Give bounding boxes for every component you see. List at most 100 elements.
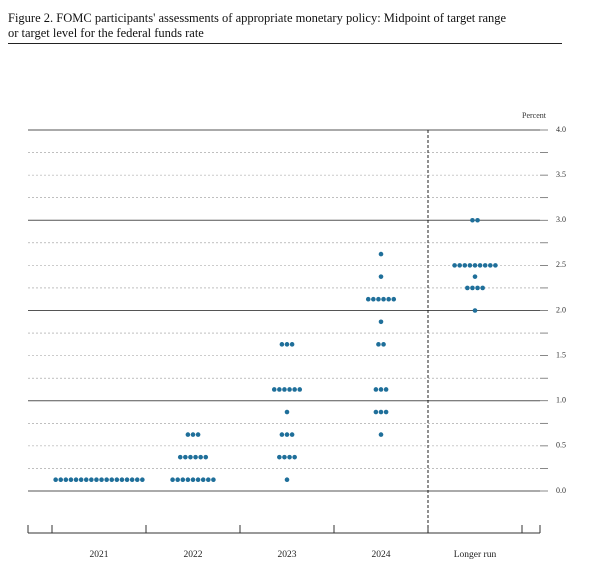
dot	[277, 387, 282, 392]
dot	[198, 454, 203, 460]
dot	[109, 477, 115, 483]
y-tick-label: 3.0	[556, 215, 566, 224]
y-tick-label: 2.0	[556, 305, 566, 314]
dot	[376, 342, 381, 347]
dot	[73, 477, 79, 483]
dot	[472, 263, 478, 268]
dot	[378, 409, 384, 415]
dot	[462, 263, 468, 268]
dot	[452, 263, 457, 268]
dot	[297, 387, 303, 392]
dot	[488, 263, 493, 268]
dot	[457, 263, 463, 268]
dot	[289, 432, 295, 437]
dot	[200, 477, 206, 483]
x-tick-label: 2021	[90, 550, 109, 560]
dot	[292, 454, 297, 460]
y-axis-label: Percent	[522, 111, 547, 120]
dot	[371, 296, 376, 302]
y-tick-label: 0.5	[556, 441, 566, 450]
dot	[114, 477, 120, 483]
y-tick-label: 2.5	[556, 260, 566, 269]
dot	[287, 387, 292, 392]
dot	[292, 387, 297, 392]
dot	[282, 454, 287, 460]
dot	[386, 296, 391, 302]
y-tick-label: 1.0	[556, 396, 566, 405]
dot	[493, 263, 498, 268]
dot	[193, 454, 198, 460]
dot	[467, 263, 473, 268]
dot	[472, 274, 478, 279]
chart-subtitle: or target level for the federal funds ra…	[8, 26, 204, 40]
dot	[383, 409, 389, 415]
y-tick-label: 3.5	[556, 170, 566, 179]
y-tick-label: 1.5	[556, 350, 566, 359]
dot	[378, 432, 384, 437]
y-tick-label: 0.0	[556, 486, 566, 495]
dot	[376, 296, 381, 302]
dot	[477, 263, 483, 268]
dot	[470, 217, 475, 223]
dot	[391, 296, 397, 302]
dot	[284, 477, 290, 483]
dot	[89, 477, 94, 483]
dot	[140, 477, 145, 483]
dot	[68, 477, 74, 483]
dot	[383, 387, 389, 392]
dot	[206, 477, 211, 483]
dot	[134, 477, 140, 483]
dot	[279, 342, 285, 347]
dot	[378, 251, 384, 257]
dot	[470, 285, 475, 291]
dot	[378, 274, 384, 279]
dot	[465, 285, 470, 291]
dot	[99, 477, 104, 483]
dot	[104, 477, 109, 483]
dot	[188, 454, 193, 460]
dot	[211, 477, 216, 483]
dot	[284, 409, 290, 415]
dot	[480, 285, 485, 291]
dot	[190, 477, 196, 483]
dot	[378, 319, 384, 325]
dot	[482, 263, 488, 268]
dot	[185, 432, 191, 437]
dot	[284, 342, 290, 347]
dot	[180, 477, 186, 483]
dot	[472, 308, 478, 313]
x-tick-label: 2023	[278, 550, 297, 560]
chart-title: Figure 2. FOMC participants' assessments…	[8, 11, 507, 25]
dot	[190, 432, 196, 437]
dot	[58, 477, 64, 483]
dot	[475, 285, 480, 291]
dot	[129, 477, 135, 483]
dot	[170, 477, 175, 483]
dot	[203, 454, 209, 460]
dot	[124, 477, 130, 483]
dot	[378, 387, 384, 392]
x-tick-label: 2022	[184, 550, 203, 560]
dot	[282, 387, 287, 392]
dot	[365, 296, 371, 302]
dot	[279, 432, 285, 437]
dot	[63, 477, 69, 483]
dot	[53, 477, 58, 483]
dot	[373, 409, 379, 415]
dot	[373, 387, 379, 392]
dot	[175, 477, 180, 483]
x-tick-label: Longer run	[454, 550, 497, 560]
dot	[119, 477, 125, 483]
dot	[289, 342, 295, 347]
dot	[381, 342, 386, 347]
x-tick-label: 2024	[372, 550, 391, 560]
dot	[94, 477, 99, 483]
dot	[381, 296, 386, 302]
dot	[475, 217, 480, 223]
dot	[284, 432, 290, 437]
dot	[195, 477, 201, 483]
dot	[271, 387, 277, 392]
dot	[287, 454, 292, 460]
dot	[277, 454, 282, 460]
